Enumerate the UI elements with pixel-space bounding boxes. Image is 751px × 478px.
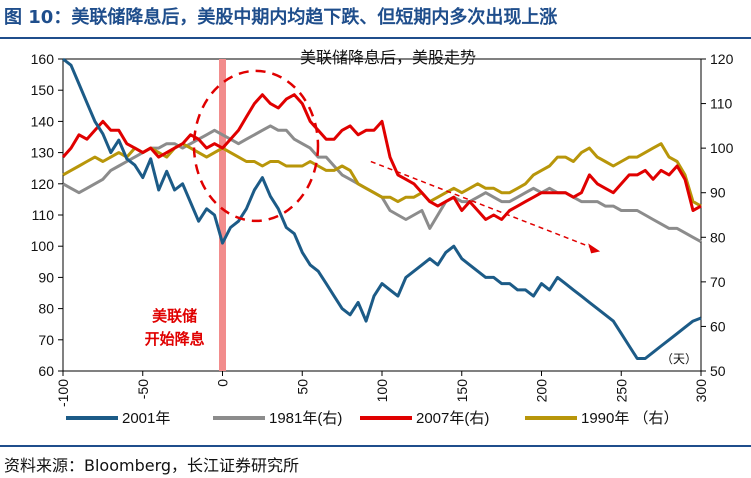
left-tick-label: 90 (38, 269, 54, 285)
rate-cut-label-line-1: 开始降息 (145, 330, 205, 348)
left-tick-label: 160 (31, 51, 55, 67)
left-tick-label: 110 (32, 207, 55, 223)
series-layer (61, 57, 702, 360)
legend-label-2: 2007年(右) (416, 410, 489, 427)
left-tick-label: 130 (31, 145, 55, 161)
rate-cut-marker-layer (219, 59, 226, 371)
x-tick-label: 300 (693, 379, 709, 403)
left-tick-label: 120 (31, 176, 55, 192)
trend-arrow-head (588, 243, 601, 254)
rate-cut-label-line-0: 美联储 (152, 307, 197, 325)
footer-rule (0, 445, 751, 447)
title-rule (0, 37, 751, 39)
x-tick-label: 250 (613, 379, 629, 403)
x-tick-label: 100 (374, 379, 390, 403)
right-tick-label: 100 (710, 140, 734, 156)
right-tick-label: 60 (710, 318, 726, 334)
series-line-3 (62, 142, 702, 208)
left-tick-label: 60 (38, 363, 54, 379)
left-tick-label: 80 (38, 301, 54, 317)
legend: 2001年 1981年(右) 2007年(右) 1990年 （右） (66, 410, 679, 427)
series-line-2 (61, 93, 702, 221)
rate-cut-marker-bar (219, 59, 226, 371)
right-tick-label: 50 (710, 363, 726, 379)
right-tick-label: 120 (710, 51, 734, 67)
legend-label-0: 2001年 (122, 410, 170, 427)
left-tick-label: 70 (38, 332, 54, 348)
x-tick-label: 50 (294, 379, 310, 395)
x-unit-label: （天） (661, 352, 697, 366)
right-tick-label: 90 (710, 185, 726, 201)
legend-label-3: 1990年 （右） (581, 410, 679, 427)
series-line-0 (62, 57, 702, 360)
x-tick-label: -100 (55, 379, 71, 407)
chart-subtitle: 美联储降息后，美股走势 (300, 49, 476, 67)
left-tick-label: 140 (31, 113, 55, 129)
x-tick-label: 200 (534, 379, 550, 403)
axis-layer: 160 150 140 130 120 110 100 90 80 70 60 120 110 100 90… (31, 51, 734, 407)
left-tick-label: 150 (31, 82, 55, 98)
x-tick-label: -50 (135, 379, 151, 399)
right-tick-label: 70 (710, 274, 726, 290)
series-line-1 (62, 124, 702, 244)
x-tick-label: 150 (454, 379, 470, 403)
left-tick-label: 100 (31, 238, 55, 254)
figure-title: 图 10：美联储降息后，美股中期内均趋下跌、但短期内多次出现上涨 (4, 7, 558, 28)
right-tick-label: 80 (710, 229, 726, 245)
trend-arrow (370, 160, 595, 250)
x-tick-label: 0 (215, 379, 231, 387)
source-note: 资料来源：Bloomberg，长江证券研究所 (4, 456, 300, 475)
highlight-ellipse (192, 69, 320, 223)
legend-label-1: 1981年(右) (269, 410, 342, 427)
right-tick-label: 110 (710, 96, 733, 112)
